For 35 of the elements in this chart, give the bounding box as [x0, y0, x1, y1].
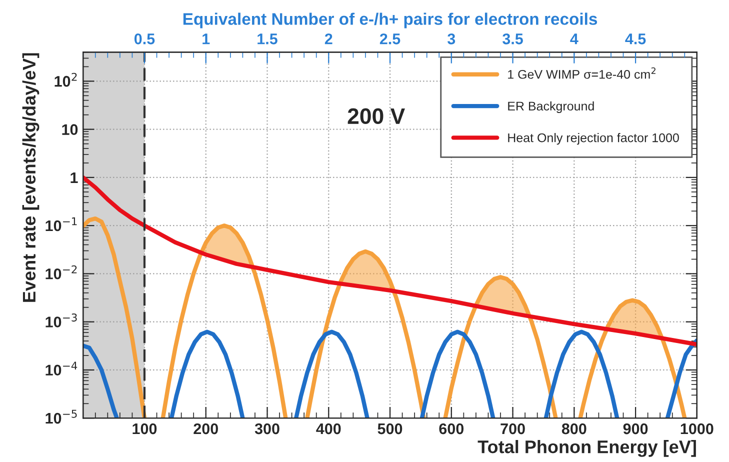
x-tick-label: 1000 [680, 423, 714, 434]
y-tick-label: 10$^{−1}$ [46, 217, 77, 232]
x2-tick-label: 0.5 [134, 34, 155, 44]
x-tick-label: 200 [194, 423, 218, 434]
y-tick-label: 10$^{−5}$ [46, 410, 77, 424]
x-tick-label: 600 [439, 423, 464, 434]
x-tick-label: 500 [378, 423, 402, 434]
y-tick-label: 10$^{2}$ [54, 72, 77, 87]
x-tick-label: 100 [132, 423, 157, 434]
y-tick-label: 10$^{−3}$ [46, 313, 77, 328]
x-axis-title: Total Phonon Energy [eV] [478, 440, 696, 457]
y-tick-label: 10$^{−4}$ [46, 362, 78, 376]
y-tick-label: 10 [62, 124, 78, 136]
x-tick-label: 900 [623, 423, 648, 434]
line-series [83, 175, 697, 346]
x2-tick-label: 1 [202, 34, 210, 44]
x2-tick-label: 2 [324, 34, 332, 44]
x2-tick-label: 3.5 [502, 34, 523, 44]
x2-tick-label: 4 [570, 34, 578, 44]
annotation: 200 V [348, 108, 405, 124]
x-tick-label: 400 [316, 423, 341, 434]
x-tick-label: 800 [562, 423, 586, 434]
legend-label: Heat Only rejection factor 1000 [508, 133, 679, 145]
y-tick-label: 1 [70, 172, 78, 183]
x2-axis-title: Equivalent Number of e-/h+ pairs for electron recoils [183, 12, 598, 28]
y-axis-title: Event rate [events/kg/day/eV] [22, 53, 40, 302]
x2-tick-label: 3 [448, 34, 456, 44]
x2-tick-label: 4.5 [625, 34, 646, 44]
legend-label: ER Background [508, 101, 594, 114]
legend-label: 1 GeV WIMP σ=1e-40 cm$^{2}$ [508, 67, 656, 79]
y-tick-label: 10$^{−2}$ [46, 265, 77, 280]
x-tick-label: 700 [500, 423, 525, 434]
x2-tick-label: 2.5 [380, 34, 400, 44]
x2-tick-label: 1.5 [258, 34, 278, 44]
x-tick-label: 300 [254, 423, 280, 434]
